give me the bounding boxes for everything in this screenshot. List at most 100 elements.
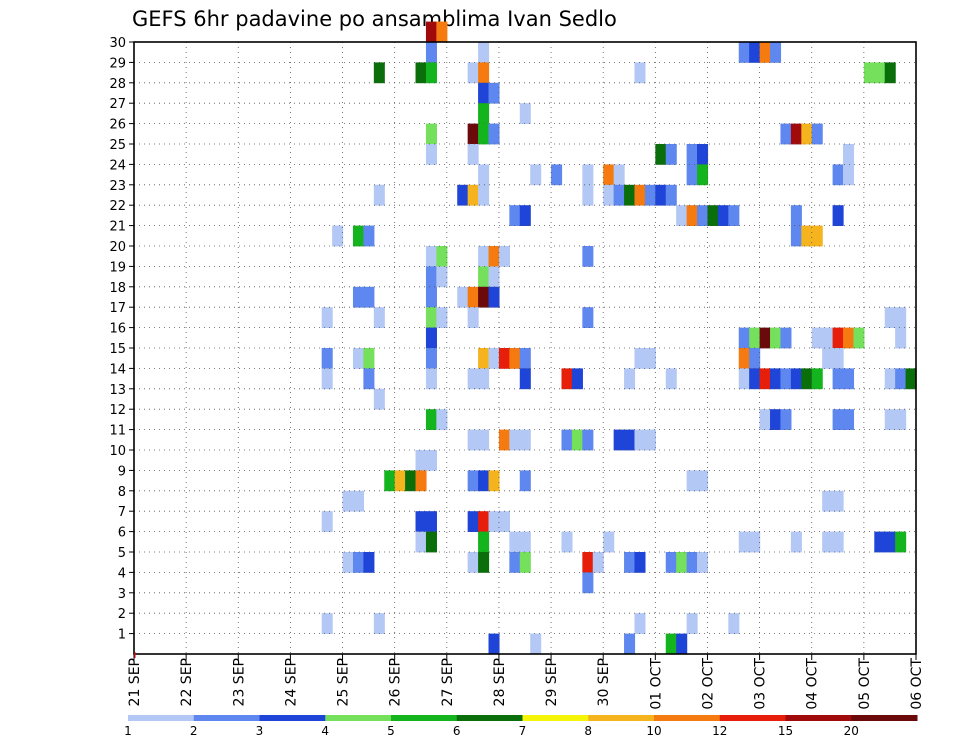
x-tick-label: 30 SEP xyxy=(596,658,612,706)
precip-cell xyxy=(436,246,448,267)
precip-cell xyxy=(624,184,636,206)
precip-cell xyxy=(822,348,834,369)
x-tick-label: 21 SEP xyxy=(127,658,143,706)
precip-cell xyxy=(770,368,782,390)
precip-cell xyxy=(425,144,437,165)
y-tick-label: 19 xyxy=(109,260,126,275)
precip-cell xyxy=(624,429,636,451)
precip-cell xyxy=(634,429,646,451)
precip-cell xyxy=(665,633,677,655)
precip-cell xyxy=(884,368,896,390)
precip-cell xyxy=(582,164,594,186)
precip-cell xyxy=(478,470,490,492)
precip-cell xyxy=(686,613,698,634)
y-tick-label: 20 xyxy=(109,240,126,255)
precip-cell xyxy=(519,205,531,226)
x-tick-label: 22 SEP xyxy=(179,658,195,706)
y-tick-label: 23 xyxy=(109,179,126,194)
legend-label: 3 xyxy=(256,724,264,738)
precip-cell xyxy=(634,552,646,573)
x-tick-label: 28 SEP xyxy=(492,658,508,706)
precip-cell xyxy=(488,348,500,369)
precip-cell xyxy=(665,552,677,573)
precip-cell xyxy=(467,368,479,390)
precip-cell xyxy=(790,225,802,247)
y-tick-label: 8 xyxy=(118,485,126,500)
legend-label: 1 xyxy=(124,724,132,738)
precip-cell xyxy=(801,368,813,390)
precip-cell xyxy=(519,470,531,492)
precip-cell xyxy=(832,205,844,226)
y-tick-label: 2 xyxy=(118,607,126,622)
x-tick-label: 29 SEP xyxy=(544,658,560,706)
y-tick-label: 21 xyxy=(109,220,126,235)
precip-cell xyxy=(770,409,782,430)
cells-layer xyxy=(321,21,917,655)
precip-cell xyxy=(425,450,437,471)
legend-swatch xyxy=(522,715,589,721)
precip-cell xyxy=(363,225,375,247)
y-tick-label: 14 xyxy=(109,362,126,377)
precip-cell xyxy=(884,409,896,430)
x-tick-label: 26 SEP xyxy=(388,658,404,706)
precip-cell xyxy=(519,348,531,369)
precip-cell xyxy=(738,42,750,63)
precip-cell xyxy=(478,82,490,104)
precip-cell xyxy=(780,368,792,390)
precip-cell xyxy=(655,184,667,206)
precip-cell xyxy=(571,368,583,390)
precip-cell xyxy=(582,572,594,594)
precip-cell xyxy=(728,613,740,634)
precip-cell xyxy=(582,552,594,573)
precip-cell xyxy=(321,307,333,328)
precip-cell xyxy=(478,42,490,63)
legend-label: 2 xyxy=(190,724,198,738)
legend-swatch xyxy=(259,715,326,721)
precip-cell xyxy=(425,531,437,553)
precip-cell xyxy=(425,307,437,328)
precip-cell xyxy=(363,368,375,390)
y-tick-label: 26 xyxy=(109,118,126,133)
x-tick-label: 23 SEP xyxy=(231,658,247,706)
precip-cell xyxy=(644,429,656,451)
precip-cell xyxy=(759,327,771,349)
precip-cell xyxy=(519,552,531,573)
precip-cell xyxy=(592,552,604,573)
y-tick-label: 11 xyxy=(109,424,126,439)
precip-cell xyxy=(415,511,427,532)
precip-cell xyxy=(811,368,823,390)
precip-cell xyxy=(363,286,375,308)
y-tick-label: 1 xyxy=(118,628,126,643)
precip-cell xyxy=(425,62,437,84)
precip-cell xyxy=(498,511,510,532)
precip-cell xyxy=(425,21,437,43)
precip-cell xyxy=(425,286,437,308)
precip-cell xyxy=(895,409,907,430)
precip-cell xyxy=(790,205,802,226)
y-tick-label: 5 xyxy=(118,546,126,561)
y-tick-label: 10 xyxy=(109,444,126,459)
legend-swatch xyxy=(588,715,655,721)
precip-cell xyxy=(884,62,896,84)
y-tick-label: 27 xyxy=(109,97,126,112)
precip-cell xyxy=(655,144,667,165)
precip-cell xyxy=(895,327,907,349)
precip-cell xyxy=(801,123,813,145)
precip-cell xyxy=(394,470,406,492)
precip-cell xyxy=(478,531,490,553)
x-tick-label: 01 OCT xyxy=(648,658,664,710)
precip-cell xyxy=(634,62,646,84)
precip-cell xyxy=(832,368,844,390)
precip-cell xyxy=(478,184,490,206)
precip-cell xyxy=(352,348,364,369)
precip-cell xyxy=(571,429,583,451)
y-tick-label: 18 xyxy=(109,281,126,296)
chart-title: GEFS 6hr padavine po ansamblima Ivan Sed… xyxy=(132,7,617,31)
precip-cell xyxy=(603,531,615,553)
precip-cell xyxy=(686,552,698,573)
precip-cell xyxy=(373,62,385,84)
y-tick-label: 30 xyxy=(109,36,126,51)
precip-cell xyxy=(634,613,646,634)
precip-cell xyxy=(582,246,594,267)
precip-cell xyxy=(342,490,354,512)
